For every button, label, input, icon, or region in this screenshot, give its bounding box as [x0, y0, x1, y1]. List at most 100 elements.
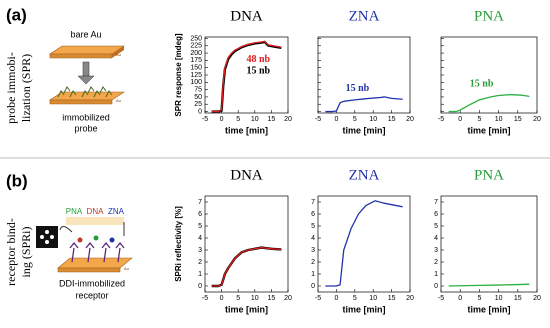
y-tick-label: 0 — [311, 283, 315, 290]
x-axis-label: time [min] — [342, 125, 385, 135]
diagram-text: immobilized — [62, 112, 110, 122]
y-tick-label: 4 — [311, 235, 315, 242]
metal-label: Au — [116, 98, 121, 103]
chart-title: ZNA — [349, 8, 380, 24]
x-tick-label: 0 — [220, 116, 224, 123]
y-tick-label: 2 — [311, 259, 315, 266]
y-tick-label: 3 — [198, 247, 202, 254]
y-tick-label: 0 — [434, 283, 438, 290]
y-tick-label: 4 — [434, 235, 438, 242]
y-tick-label: 250 — [190, 35, 202, 42]
x-tick-label: 5 — [477, 116, 481, 123]
x-tick-label: -5 — [202, 116, 208, 123]
diagram-text: PNA — [66, 207, 83, 216]
y-tick-label: 75 — [194, 86, 202, 93]
side-label: probe immobi- — [4, 52, 18, 124]
x-tick-label: -5 — [315, 295, 321, 302]
x-tick-label: -5 — [438, 295, 444, 302]
panel-label: (b) — [6, 171, 28, 190]
plot-frame — [317, 195, 411, 293]
y-tick-label: 1 — [311, 271, 315, 278]
y-tick-label: 50 — [194, 94, 202, 101]
x-tick-label: 5 — [236, 116, 240, 123]
y-tick-label: 200 — [190, 50, 202, 57]
y-tick-label: 0 — [198, 283, 202, 290]
x-axis-label: time [min] — [342, 304, 385, 314]
arrow — [77, 75, 95, 85]
diagram-text: receptor — [75, 290, 108, 300]
side-label: lization (SPR) — [19, 54, 33, 122]
annotation: 48 nb — [247, 54, 271, 65]
chart-title: ZNA — [349, 167, 380, 183]
side-label: ing (SPRi) — [19, 226, 33, 277]
metal-label: Au — [124, 266, 129, 271]
y-tick-label: 5 — [198, 223, 202, 230]
annotation: 15 nb — [247, 65, 271, 76]
line — [325, 200, 403, 287]
x-tick-label: 0 — [220, 295, 224, 302]
x-tick-label: 20 — [533, 116, 541, 123]
diagram-text: DNA — [87, 207, 105, 216]
x-tick-label: 10 — [251, 295, 259, 302]
x-tick-label: 10 — [495, 295, 503, 302]
x-tick-label: 15 — [514, 116, 522, 123]
line — [448, 283, 530, 287]
metal-label: Au — [116, 52, 121, 57]
y-tick-label: 0 — [198, 108, 202, 115]
y-tick-label: 3 — [311, 247, 315, 254]
plot-frame — [440, 36, 538, 114]
x-tick-label: 10 — [495, 116, 503, 123]
y-tick-label: 125 — [190, 72, 202, 79]
y-tick-label: 1 — [198, 271, 202, 278]
y-tick-label: 225 — [190, 43, 202, 50]
x-tick-label: 20 — [533, 295, 541, 302]
diagram-text: bare Au — [70, 29, 101, 39]
spr-image — [36, 226, 58, 248]
diagram-text: probe — [74, 123, 97, 133]
x-tick-label: 10 — [251, 116, 259, 123]
x-tick-label: 0 — [458, 295, 462, 302]
x-tick-label: -5 — [202, 295, 208, 302]
x-tick-label: 15 — [388, 295, 396, 302]
y-tick-label: 1 — [434, 271, 438, 278]
x-tick-label: 15 — [268, 116, 276, 123]
x-tick-label: 0 — [334, 116, 338, 123]
x-tick-label: 0 — [458, 116, 462, 123]
y-tick-label: 175 — [190, 57, 202, 64]
arrow — [82, 61, 90, 77]
y-tick-label: 6 — [311, 211, 315, 218]
x-axis-label: time [min] — [225, 125, 268, 135]
y-tick-label: 2 — [198, 259, 202, 266]
x-tick-label: -5 — [315, 116, 321, 123]
diagram-text: DDI-immobilized — [59, 278, 125, 288]
y-tick-label: 6 — [198, 211, 202, 218]
line — [211, 40, 282, 113]
y-tick-label: 3 — [434, 247, 438, 254]
x-axis-label: time [min] — [467, 304, 510, 314]
line — [211, 246, 282, 288]
x-tick-label: -5 — [438, 116, 444, 123]
x-tick-label: 10 — [369, 295, 377, 302]
chart-title: DNA — [230, 8, 263, 24]
x-tick-label: 5 — [353, 295, 357, 302]
line — [211, 246, 282, 287]
x-tick-label: 15 — [388, 116, 396, 123]
x-tick-label: 20 — [406, 116, 414, 123]
x-tick-label: 5 — [353, 116, 357, 123]
side-label: receptor bind- — [4, 218, 18, 286]
y-tick-label: 6 — [434, 211, 438, 218]
plot-frame — [317, 36, 411, 114]
x-tick-label: 10 — [369, 116, 377, 123]
y-tick-label: 4 — [198, 235, 202, 242]
gold-slab — [57, 217, 133, 273]
line — [448, 93, 530, 113]
annotation: 15 nb — [470, 78, 494, 89]
y-axis-label: SPR response [mdeg] — [174, 33, 183, 116]
y-tick-label: 5 — [311, 223, 315, 230]
x-tick-label: 20 — [406, 295, 414, 302]
y-tick-label: 7 — [311, 199, 315, 206]
y-tick-label: 7 — [434, 199, 438, 206]
arrow — [59, 226, 73, 233]
gold-slab — [49, 86, 125, 105]
